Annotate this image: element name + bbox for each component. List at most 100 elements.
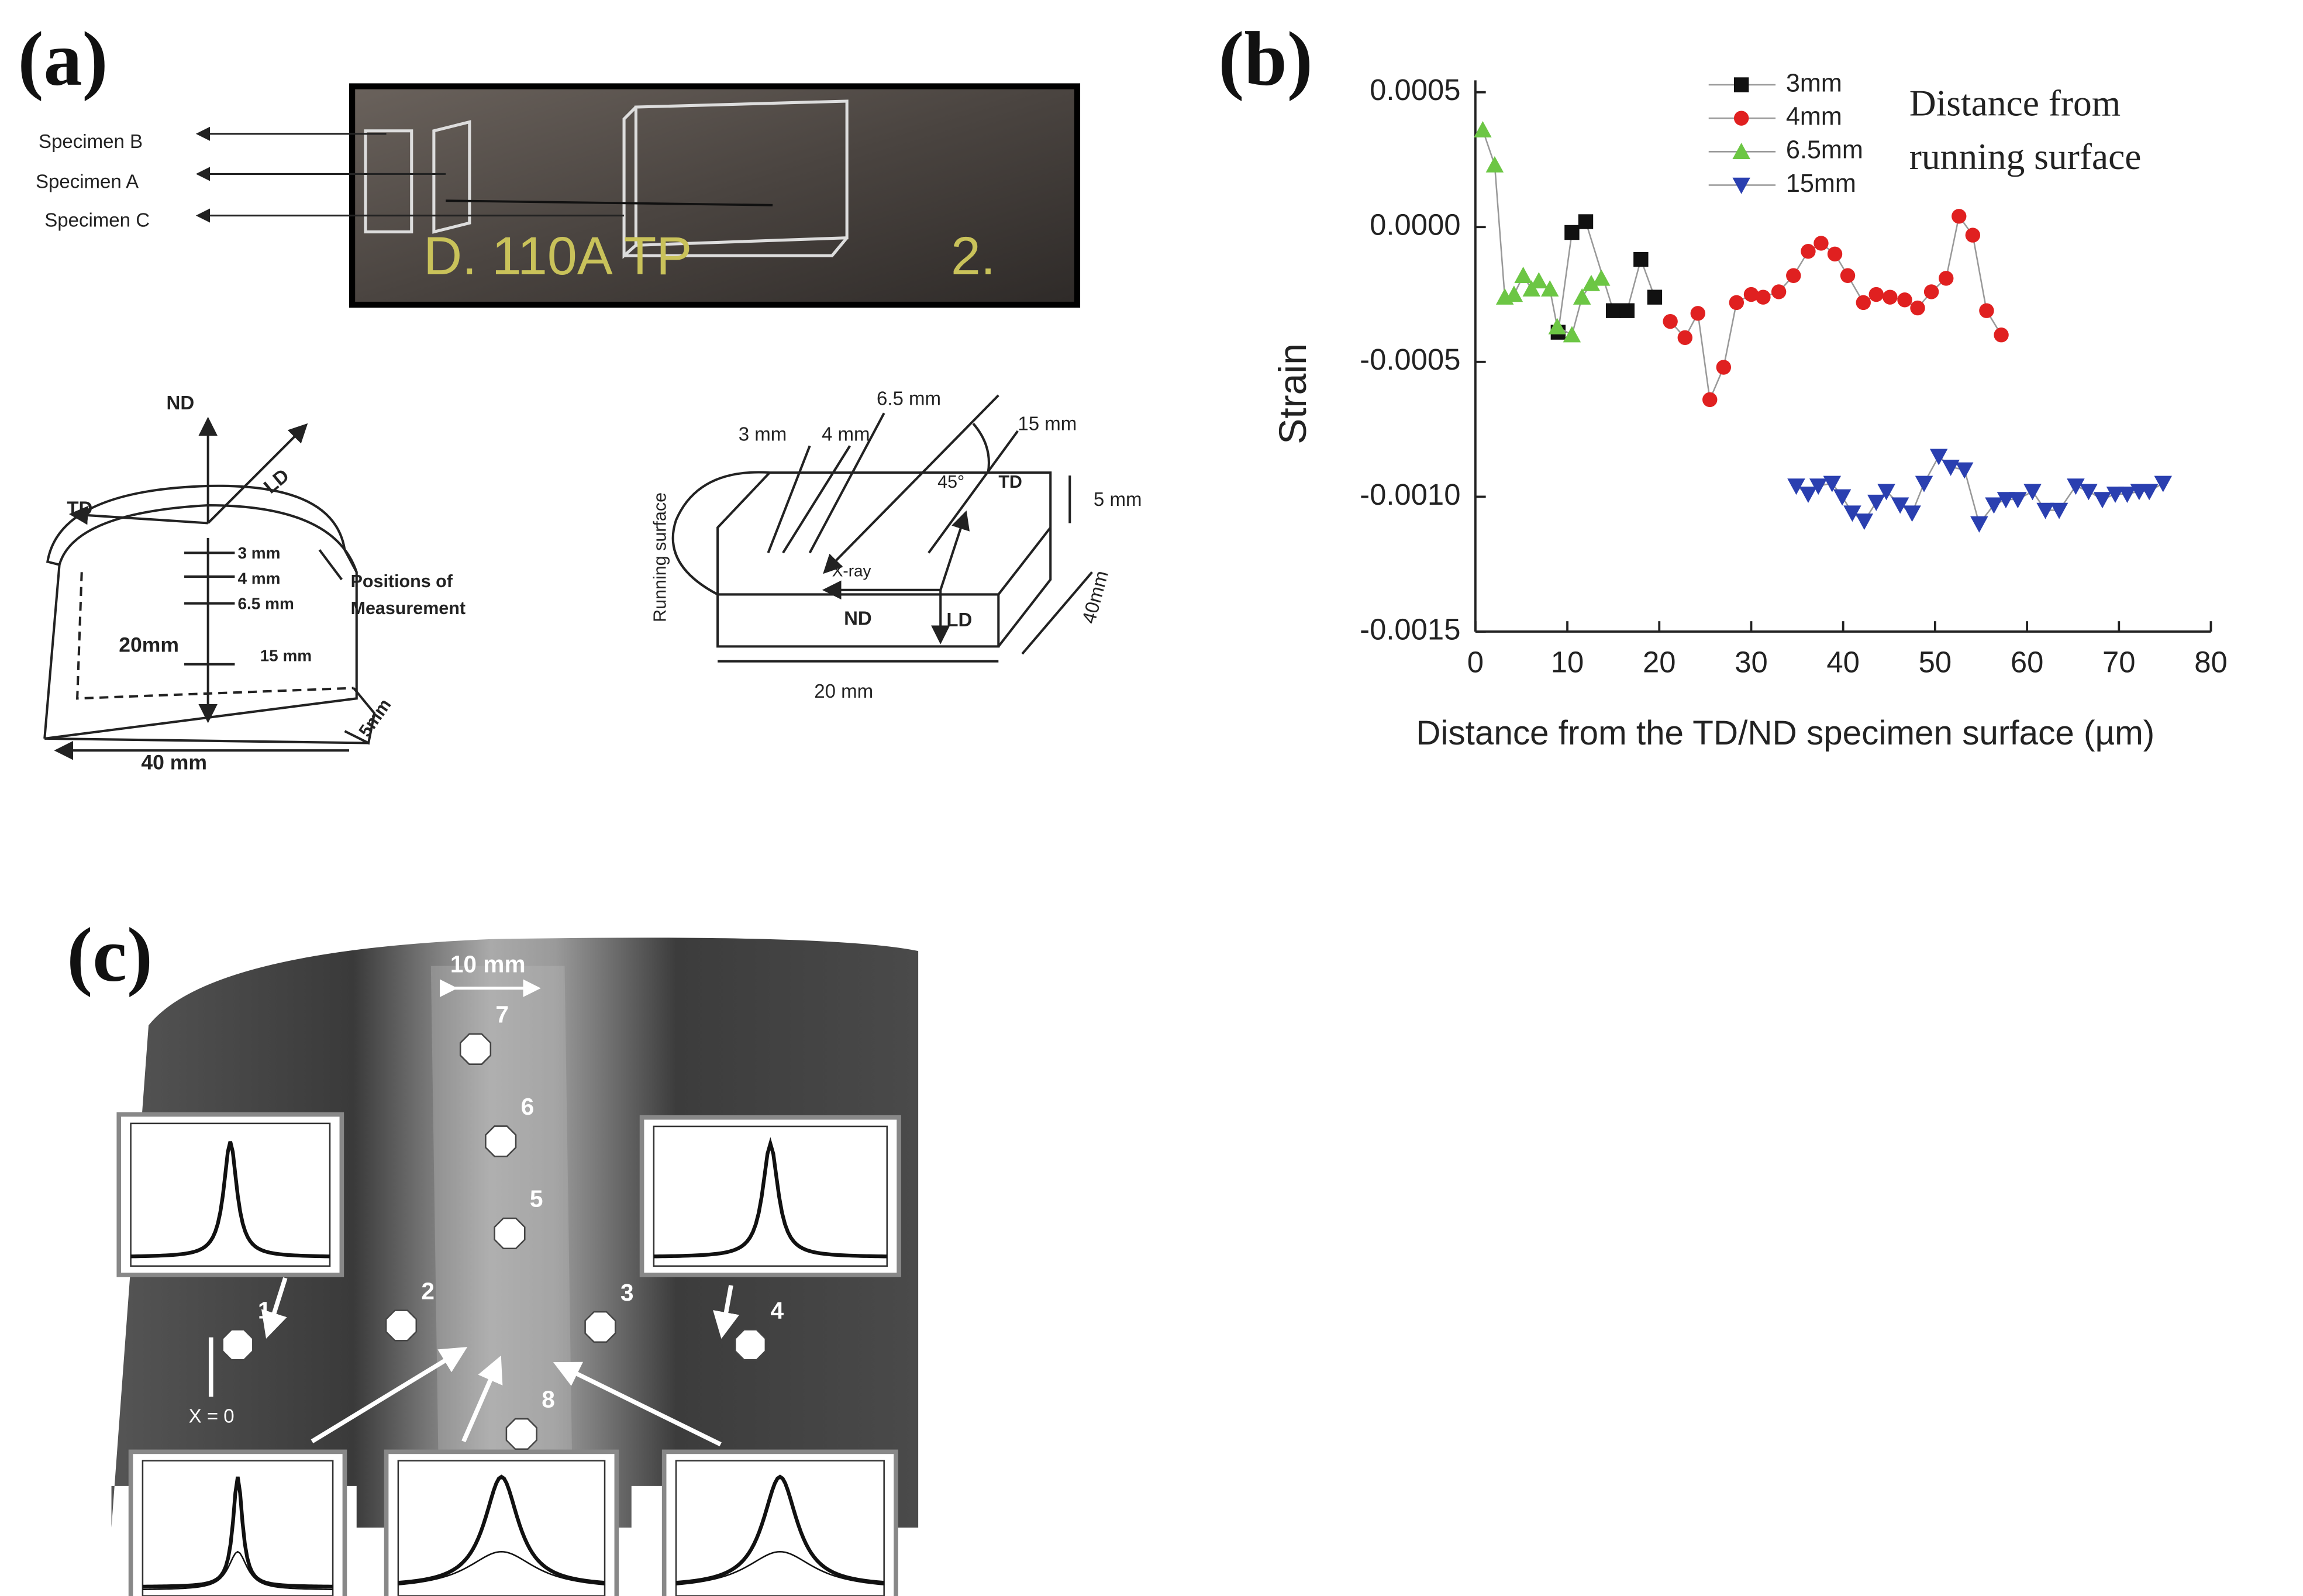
marker [2140,484,2159,501]
inset-peak [142,1476,333,1589]
pointer-arrows-part [261,1277,288,1339]
marker [1867,494,1885,511]
marker [1856,295,1871,311]
marker [1619,303,1635,318]
inset-frame [128,1449,347,1596]
positions-label: Measurement [351,598,466,618]
legend-marker [1733,77,1749,92]
specimen-sketch-part [716,471,1052,648]
marker [1605,303,1621,318]
x-tick-label: 0 [1467,645,1484,678]
marker [1677,330,1692,346]
inset-peak [398,1474,605,1585]
specimen-sketch-part [823,394,999,574]
axis-label: TD [67,497,92,519]
axis-label: LD [946,609,972,630]
marker [1485,156,1504,173]
specimen-label: Specimen C [44,209,150,230]
origin-label: X = 0 [189,1405,235,1427]
depth-label: 3 mm [238,544,281,562]
marker [2093,492,2112,509]
rail-head-sketch-part [68,505,208,525]
marker [2036,502,2054,519]
y-tick-label: 0.0000 [1370,208,1460,242]
point-label: 4 [770,1297,784,1323]
inset-axes [130,1122,331,1267]
specimen-sketch [671,394,1093,663]
marker [1799,487,1818,504]
x-axis-label: Distance from the TD/ND specimen surface… [1416,714,2154,752]
pointer-arrows [208,979,740,1447]
inset-peak [398,1550,605,1585]
specimen-label: Specimen B [39,130,143,152]
specimen-arrows [195,126,625,223]
marker [1910,300,1925,316]
marker [1573,288,1591,305]
legend-label: 3mm [1786,69,1842,97]
measurement-point [494,1217,526,1249]
point-label: 6 [521,1093,535,1120]
rail-head-sketch-part [318,549,343,581]
marker [1564,225,1580,240]
depth-label: 3 mm [739,423,787,444]
marker [1970,516,1988,533]
marker [1663,313,1678,329]
inset-peak [653,1137,887,1259]
specimen-sketch-part [1021,571,1093,655]
marker [1801,244,1816,259]
marker [1897,292,1912,308]
marker [2067,478,2085,495]
inset-frame [661,1449,898,1596]
y-tick-label: 0.0005 [1370,73,1460,106]
marker [1939,271,1954,286]
measurement-points: 1 2 3 4 5 6 7 8 [222,1001,784,1450]
marker [1814,236,1829,251]
measurement-point [385,1309,418,1342]
measurement-point [505,1418,537,1450]
specimen-photo-part [622,106,849,259]
marker [2009,492,2027,509]
marker [2118,487,2136,504]
marker [1787,478,1805,495]
y-tick-label: -0.0010 [1360,478,1460,511]
legend-marker [1733,111,1749,126]
specimen-sketch-part [928,430,1019,554]
marker [1530,272,1548,289]
point-label: 3 [620,1279,634,1306]
legend-label: 4mm [1786,103,1842,131]
panel-label: (c) [67,912,153,998]
marker [1474,121,1492,137]
measurement-point [222,1329,254,1361]
y-tick-label: -0.0005 [1360,343,1460,376]
marker [2154,475,2172,492]
positions-label: Positions of [351,571,453,591]
specimen-label: Specimen A [36,170,139,192]
marker [1840,268,1856,283]
inset-axes [653,1125,888,1267]
specimen-photo-part [432,120,471,234]
marker [1929,449,1948,466]
surface-label: Running surface [650,492,670,622]
marker [1855,513,1874,530]
marker [1823,475,1842,492]
marker [1563,326,1581,343]
inset-peak [130,1141,330,1259]
marker [1915,475,1933,492]
rail-photo-part [430,966,573,1457]
depth-label: 4 mm [238,569,281,587]
marker [1582,274,1601,291]
specimen-sketch-part [767,445,811,554]
marker [1891,497,1909,514]
depth-label: 6.5 mm [877,387,941,409]
depth-label: 6.5 mm [238,595,294,613]
marker [1743,287,1759,302]
marker [1716,360,1732,375]
width-label: 40 mm [141,750,207,774]
x-tick-label: 20 [1643,645,1676,678]
axis-label: TD [998,472,1022,492]
specimen-sketch-part [782,445,851,554]
point-label: 2 [421,1277,435,1304]
specimen-sketch-part [939,510,970,591]
